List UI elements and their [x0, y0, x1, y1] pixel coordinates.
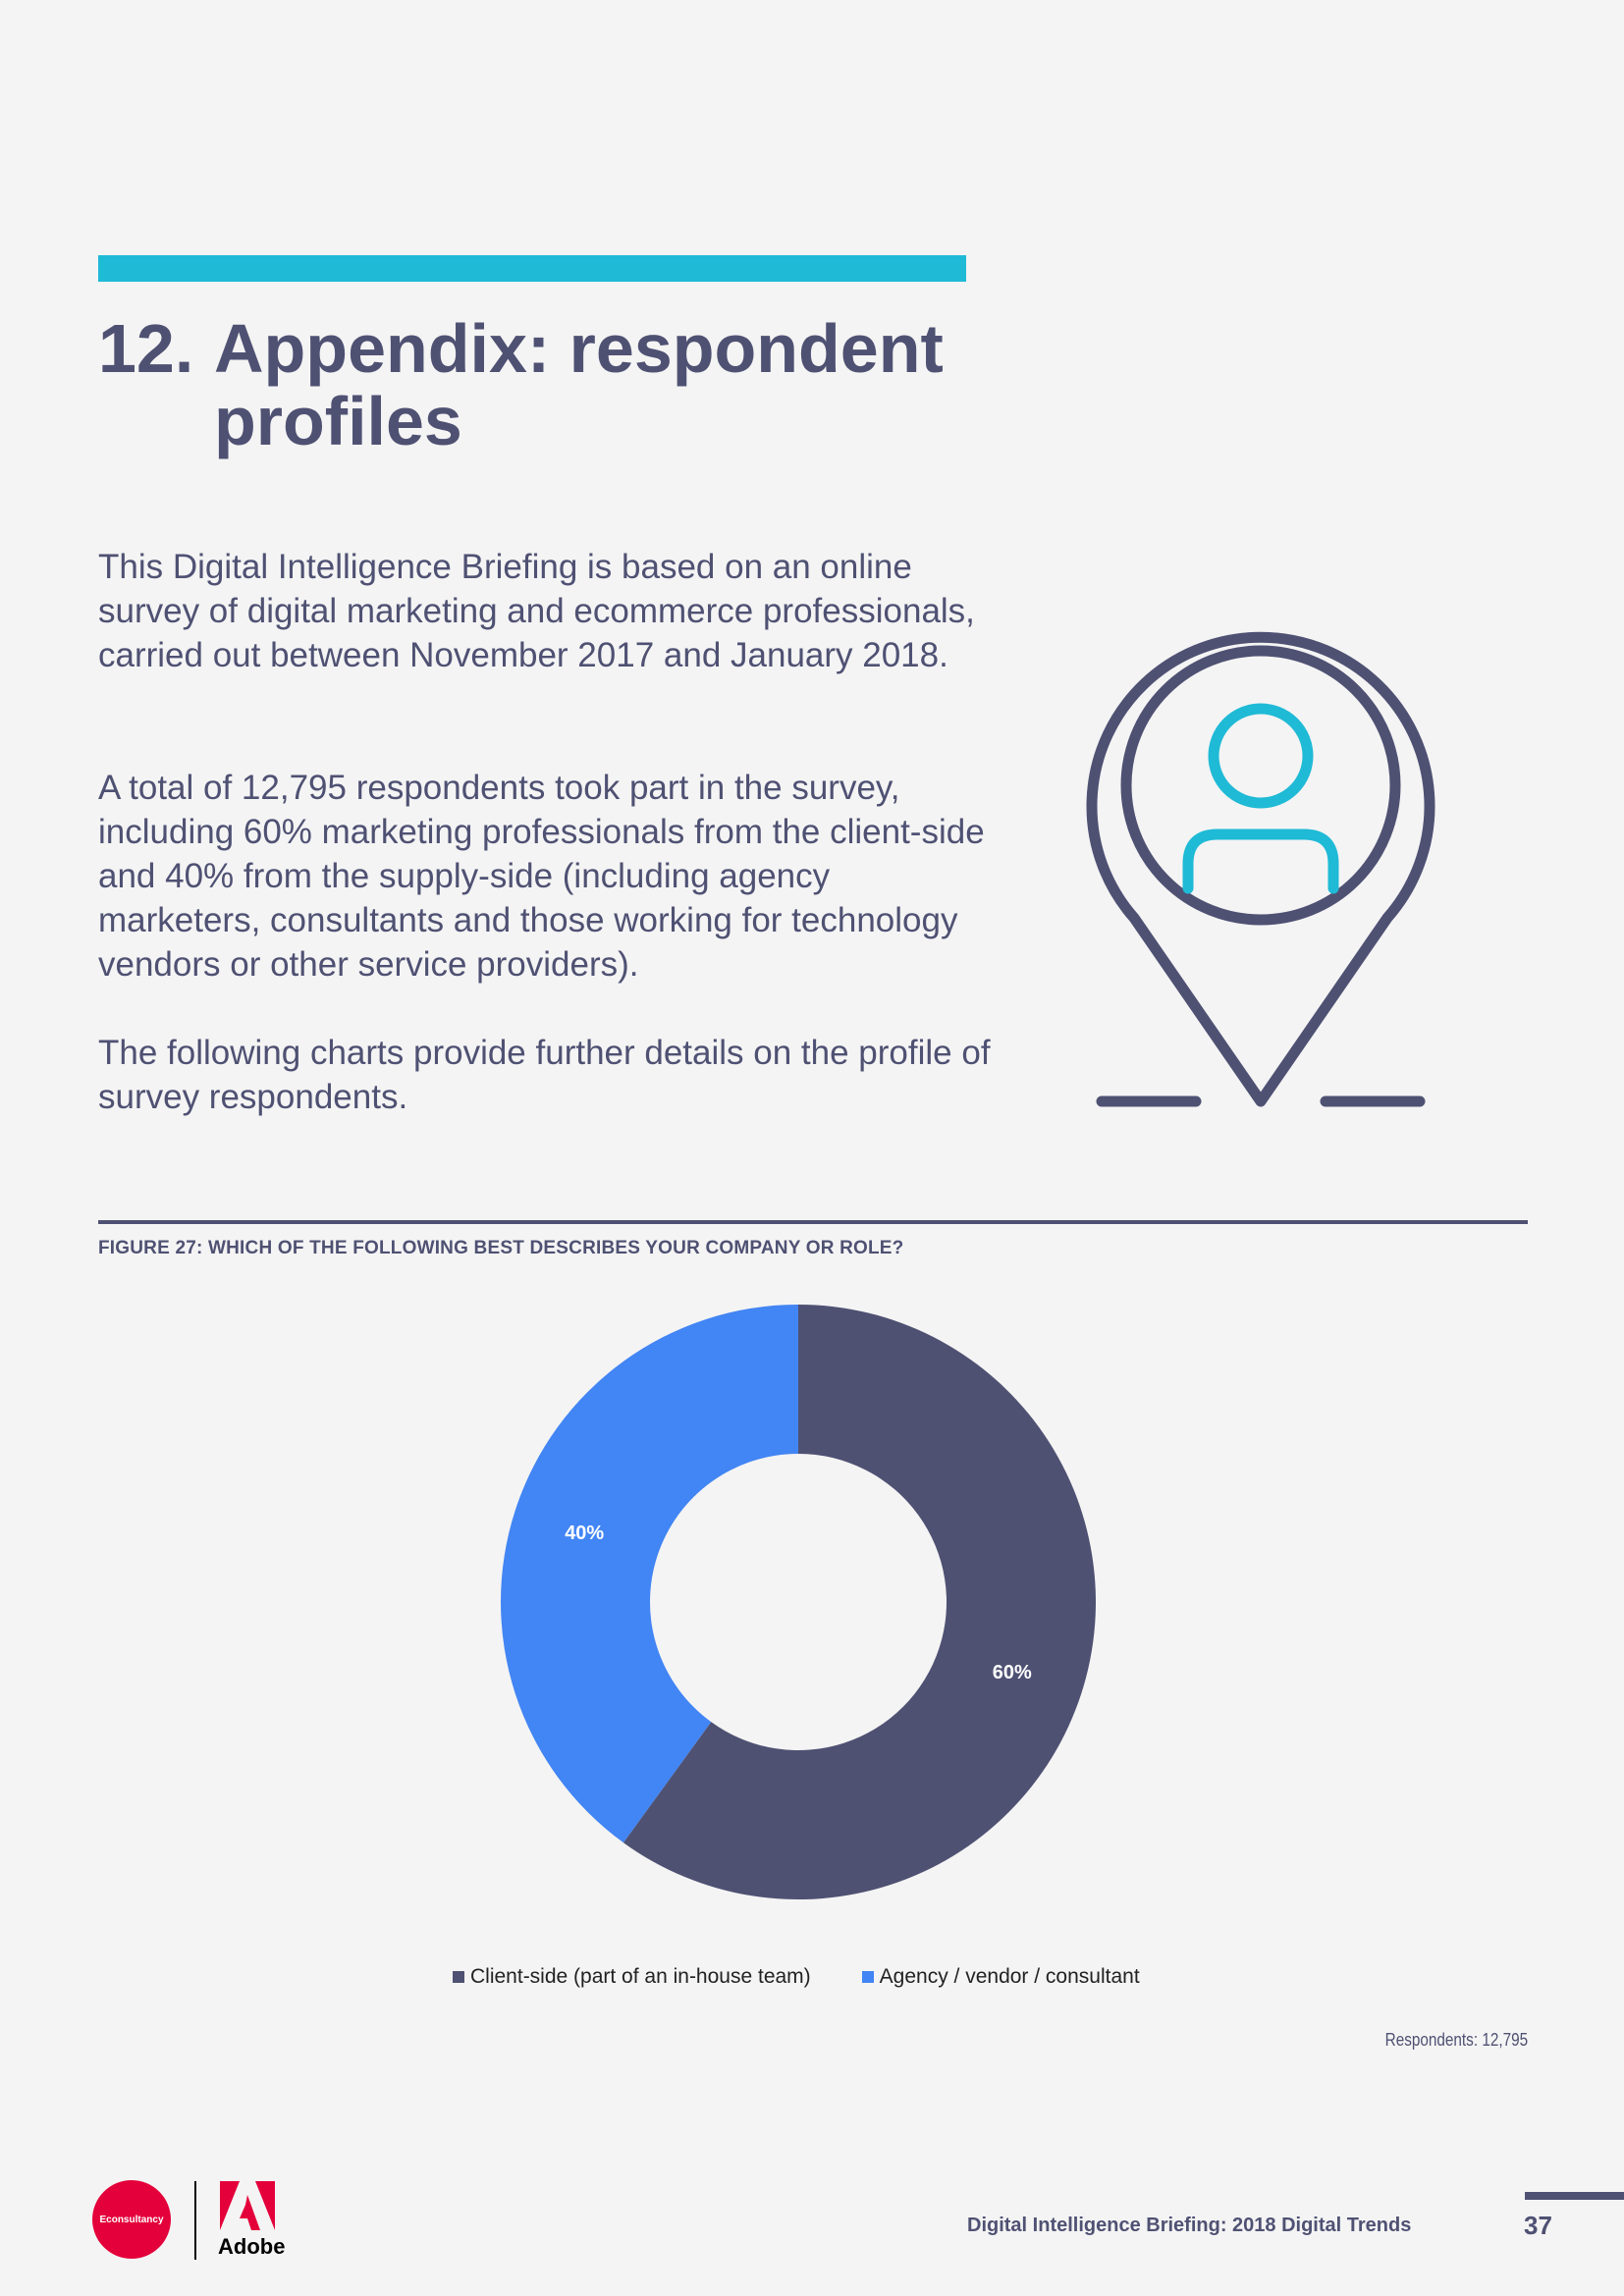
location-pin-person-icon	[1086, 631, 1435, 1107]
legend-label: Agency / vendor / consultant	[879, 1965, 1140, 1988]
accent-bar	[98, 255, 966, 282]
page-corner-bar	[1525, 2192, 1624, 2200]
econsultancy-logo: Econsultancy	[92, 2180, 171, 2259]
adobe-logo-icon	[220, 2181, 275, 2230]
legend-label: Client-side (part of an in-house team)	[470, 1965, 811, 1988]
title-line-2: profiles	[214, 383, 462, 459]
footer-title: Digital Intelligence Briefing: 2018 Digi…	[967, 2215, 1412, 2236]
title-line-1: Appendix: respondent	[214, 310, 944, 387]
legend-swatch	[861, 1971, 874, 1983]
data-label-0: 60%	[993, 1662, 1032, 1683]
page-number: 37	[1524, 2211, 1552, 2240]
title-number: 12.	[98, 310, 194, 387]
figure-rule	[98, 1220, 1528, 1224]
donut-slice-1	[500, 1305, 798, 1843]
intro-paragraph: This Digital Intelligence Briefing is ba…	[98, 548, 975, 674]
legend-item-agency: Agency / vendor / consultant	[861, 1965, 1140, 1989]
logo-divider	[194, 2181, 196, 2260]
data-label-1: 40%	[565, 1522, 604, 1544]
figure-caption: FIGURE 27: WHICH OF THE FOLLOWING BEST D…	[98, 1238, 904, 1258]
charts-paragraph: The following charts provide further det…	[98, 1034, 991, 1116]
donut-slice-0	[623, 1305, 1096, 1900]
legend-item-client-side: Client-side (part of an in-house team)	[453, 1965, 811, 1989]
respondents-paragraph: A total of 12,795 respondents took part …	[98, 769, 985, 984]
chart-legend: Client-side (part of an in-house team) A…	[453, 1965, 1140, 1989]
page-title: 12. Appendix: respondent profiles	[98, 312, 982, 457]
adobe-wordmark: Adobe	[218, 2234, 286, 2259]
legend-swatch	[453, 1971, 464, 1983]
respondents-note: Respondents: 12,795	[1384, 2030, 1528, 2050]
